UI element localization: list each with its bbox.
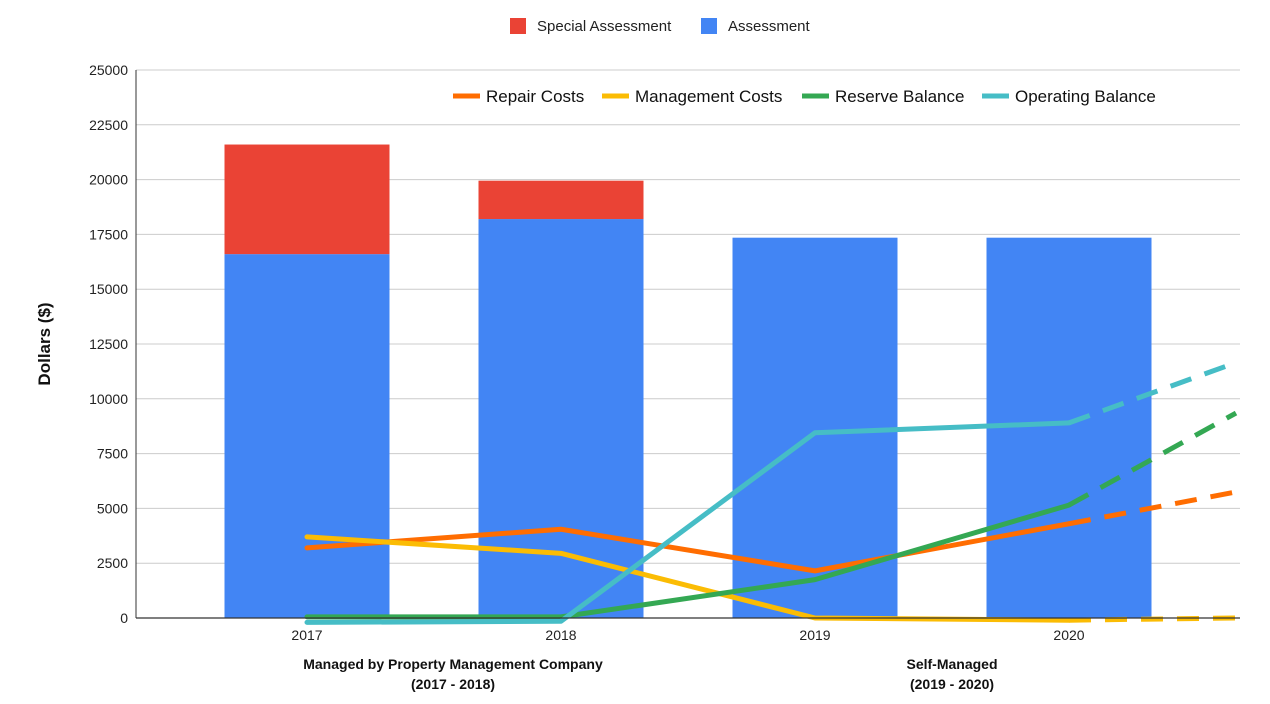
group-label-line1: Managed by Property Management Company [303,656,603,672]
legend-label: Special Assessment [537,18,672,35]
legend-label: Operating Balance [1015,87,1156,106]
legend-swatch-special-assessment [510,18,526,34]
bar-assessment-2020 [986,237,1152,619]
y-tick-label: 5000 [97,500,128,516]
legend-label: Management Costs [635,87,782,106]
bar-legend: Special Assessment Assessment [510,18,811,35]
y-tick-label: 22500 [89,117,128,133]
line-operating-balance [304,420,1072,625]
group-label-line1: Self-Managed [906,656,997,672]
legend-label: Repair Costs [486,87,584,106]
y-tick-label: 2500 [97,555,128,571]
group-label-line2: (2019 - 2020) [910,676,994,692]
group-label-line2: (2017 - 2018) [411,676,495,692]
lines [304,360,1238,625]
bar-assessment-2017 [224,254,390,619]
legend-swatch-assessment [701,18,717,34]
y-tick-label: 7500 [97,446,128,462]
line-management-costs-projection [1068,615,1237,623]
x-tick-label: 2018 [545,627,576,643]
line-reserve-balance-projection [1067,410,1238,508]
line-repair-costs [304,521,1072,574]
y-tick-label: 10000 [89,391,128,407]
y-tick-label: 15000 [89,281,128,297]
line-repair-costs-projection [1068,489,1237,527]
bar-assessment-2019 [732,237,898,619]
bar-special-assessment-2017 [224,144,390,255]
bars [224,144,1152,619]
y-tick-label: 17500 [89,226,128,242]
legend-label: Assessment [728,18,811,35]
x-tick-label: 2019 [799,627,830,643]
group-labels: Managed by Property Management Company (2… [303,656,997,692]
y-tick-label: 25000 [89,62,128,78]
line-reserve-balance [304,502,1072,620]
y-tick-label: 12500 [89,336,128,352]
x-tick-label: 2017 [291,627,322,643]
bar-special-assessment-2018 [478,180,644,220]
legend-label: Reserve Balance [835,87,964,106]
axes: 0 2500 5000 7500 10000 12500 15000 17500 20000 22… [89,62,1240,643]
x-tick-label: 2020 [1053,627,1084,643]
y-axis-label: Dollars ($) [35,302,54,385]
y-tick-label: 20000 [89,172,128,188]
line-operating-balance-projection [1068,360,1237,426]
bar-assessment-2018 [478,219,644,618]
line-management-costs [304,534,1072,623]
line-legend: Repair Costs Management Costs Reserve Bala… [453,87,1156,106]
y-tick-label: 0 [120,610,128,626]
